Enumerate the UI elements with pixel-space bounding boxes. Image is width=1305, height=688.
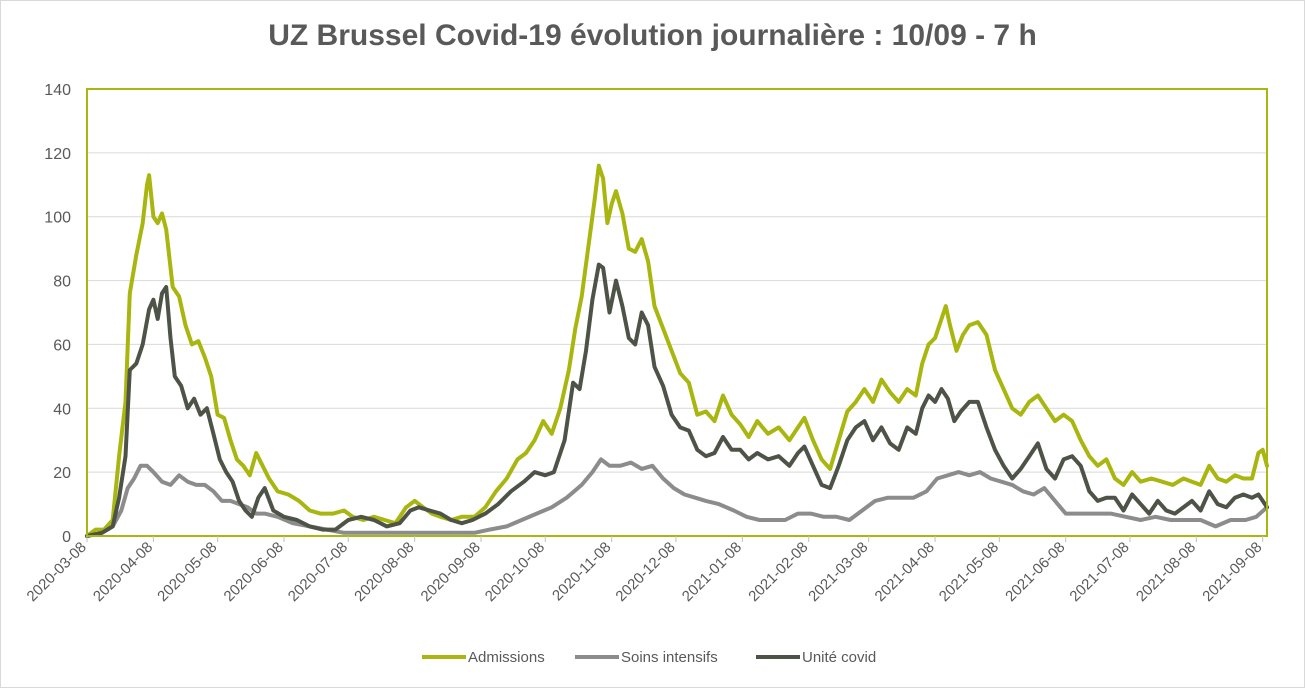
x-tick-label: 2020-10-08 <box>482 539 548 605</box>
y-tick-label: 140 <box>44 82 71 99</box>
x-tick-label: 2020-03-08 <box>24 539 90 605</box>
x-tick-label: 2020-07-08 <box>285 539 351 605</box>
x-tick-label: 2020-08-08 <box>351 539 417 605</box>
x-tick-label: 2021-07-08 <box>1066 539 1132 605</box>
x-tick-label: 2021-03-08 <box>805 539 871 605</box>
y-tick-label: 0 <box>62 529 71 546</box>
x-tick-label: 2020-04-08 <box>90 539 156 605</box>
x-tick-label: 2020-11-08 <box>549 539 614 604</box>
legend: Admissions Soins intensifs Unité covid <box>422 649 876 666</box>
x-tick-label: 2021-06-08 <box>1002 539 1068 605</box>
chart-title: UZ Brussel Covid-19 évolution journalièr… <box>268 19 1037 52</box>
x-tick-label: 2020-09-08 <box>418 539 484 605</box>
x-tick-label: 2020-06-08 <box>221 539 287 605</box>
x-tick-label: 2020-12-08 <box>612 539 678 605</box>
x-tick-label: 2021-02-08 <box>745 539 811 605</box>
plot-area-border <box>86 88 1268 537</box>
y-tick-label: 100 <box>44 210 71 227</box>
series-line-3 <box>85 262 1269 538</box>
x-tick-label: 2021-05-08 <box>936 539 1002 605</box>
x-tick-label: 2021-08-08 <box>1133 539 1199 605</box>
series-line-1 <box>85 163 1269 538</box>
x-tick-label: 2021-04-08 <box>872 539 938 605</box>
y-tick-label: 120 <box>44 146 71 163</box>
x-tick-label: 2021-09-08 <box>1199 539 1265 605</box>
y-axis: 0 20 40 60 80 100 120 140 <box>44 82 71 546</box>
x-tick-label: 2020-05-08 <box>154 539 220 605</box>
series-lines <box>85 163 1269 538</box>
y-tick-label: 40 <box>53 401 71 418</box>
legend-label: Admissions <box>468 649 545 666</box>
y-tick-label: 60 <box>53 337 71 354</box>
y-tick-label: 20 <box>53 465 71 482</box>
x-tick-label: 2021-01-08 <box>679 539 745 605</box>
series-line-2 <box>85 457 1269 538</box>
legend-label: Soins intensifs <box>621 649 718 666</box>
y-tick-label: 80 <box>53 274 71 291</box>
legend-label: Unité covid <box>802 649 876 666</box>
